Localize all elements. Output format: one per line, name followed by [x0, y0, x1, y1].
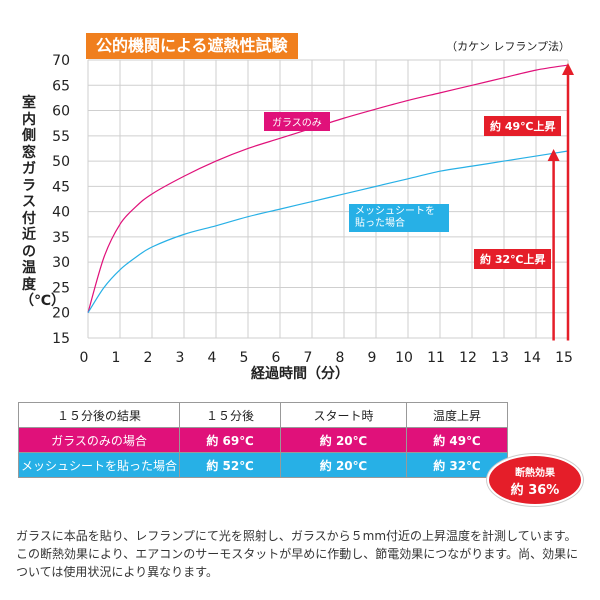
- x-tick-label: 14: [523, 350, 541, 366]
- rise-arrow-mesh-head: [547, 148, 560, 161]
- cell-after: 約 69℃: [178, 427, 282, 453]
- x-tick-label: 1: [112, 350, 121, 366]
- y-tick-label: 30: [52, 255, 70, 271]
- x-tick-label: 0: [80, 350, 89, 366]
- x-tick-label: 3: [176, 350, 185, 366]
- row-label: メッシュシートを貼った場合: [18, 452, 180, 478]
- x-tick-label: 6: [272, 350, 281, 366]
- x-tick-label: 4: [208, 350, 217, 366]
- x-tick-label: 5: [240, 350, 249, 366]
- table-header: スタート時: [280, 402, 407, 428]
- table-header: １５分後の結果: [18, 402, 180, 428]
- rise-arrows: [547, 63, 574, 341]
- rise-label-mesh: 約 32℃上昇: [474, 249, 552, 269]
- y-tick-label: 65: [52, 78, 70, 94]
- cell-rise: 約 49℃: [405, 427, 509, 453]
- table-header-row: １５分後の結果 １５分後 スタート時 温度上昇: [18, 402, 509, 428]
- y-tick-label: 15: [52, 331, 70, 347]
- chart-grid: [87, 59, 569, 339]
- cell-start: 約 20℃: [280, 452, 407, 478]
- chart-title: 公的機関による遮熱性試験: [86, 33, 298, 59]
- y-tick-label: 40: [52, 205, 70, 221]
- series-label-mesh: メッシュシートを貼った場合: [349, 204, 449, 232]
- table-row: ガラスのみの場合 約 69℃ 約 20℃ 約 49℃: [18, 427, 509, 453]
- result-table: １５分後の結果 １５分後 スタート時 温度上昇 ガラスのみの場合 約 69℃ 約…: [18, 402, 509, 478]
- x-tick-label: 9: [368, 350, 377, 366]
- method-note: （カケン レフランプ法）: [446, 40, 570, 53]
- x-tick-label: 2: [144, 350, 153, 366]
- explanation-note: ガラスに本品を貼り、レフランプにて光を照射し、ガラスから５mm付近の上昇温度を計…: [16, 529, 579, 579]
- x-tick-label: 13: [491, 350, 509, 366]
- rise-arrow-glass-head: [562, 63, 574, 76]
- x-axis-label: 経過時間（分）: [251, 366, 349, 382]
- table-row: メッシュシートを貼った場合 約 52℃ 約 20℃ 約 32℃: [18, 452, 509, 478]
- table-header: １５分後: [178, 402, 282, 428]
- insulation-effect-badge: 断熱効果 約 36%: [487, 454, 583, 506]
- row-label: ガラスのみの場合: [18, 427, 180, 453]
- y-tick-label: 50: [52, 154, 70, 170]
- x-tick-label: 12: [459, 350, 477, 366]
- y-tick-label: 20: [52, 306, 70, 322]
- x-tick-label: 15: [555, 350, 573, 366]
- y-tick-label: 45: [52, 179, 70, 195]
- x-tick-label: 8: [336, 350, 345, 366]
- y-tick-label: 55: [52, 129, 70, 145]
- series-line-glass: [87, 64, 569, 313]
- x-tick-label: 10: [395, 350, 413, 366]
- y-tick-label: 35: [52, 230, 70, 246]
- y-axis-label: 室内側窓ガラス付近の温度（℃）: [20, 95, 65, 309]
- rise-label-glass: 約 49℃上昇: [484, 116, 562, 136]
- y-tick-label: 60: [52, 104, 70, 120]
- cell-start: 約 20℃: [280, 427, 407, 453]
- series-label-glass: ガラスのみ: [264, 112, 330, 131]
- y-tick-label: 70: [52, 53, 70, 69]
- table-header: 温度上昇: [405, 402, 509, 428]
- badge-title: 断熱効果: [515, 468, 555, 479]
- cell-after: 約 52℃: [178, 452, 282, 478]
- series-lines: [87, 64, 569, 314]
- series-line-mesh: [87, 150, 569, 314]
- x-tick-label: 7: [304, 350, 313, 366]
- y-tick-label: 25: [52, 280, 70, 296]
- x-tick-label: 11: [427, 350, 445, 366]
- badge-value: 約 36%: [510, 483, 560, 498]
